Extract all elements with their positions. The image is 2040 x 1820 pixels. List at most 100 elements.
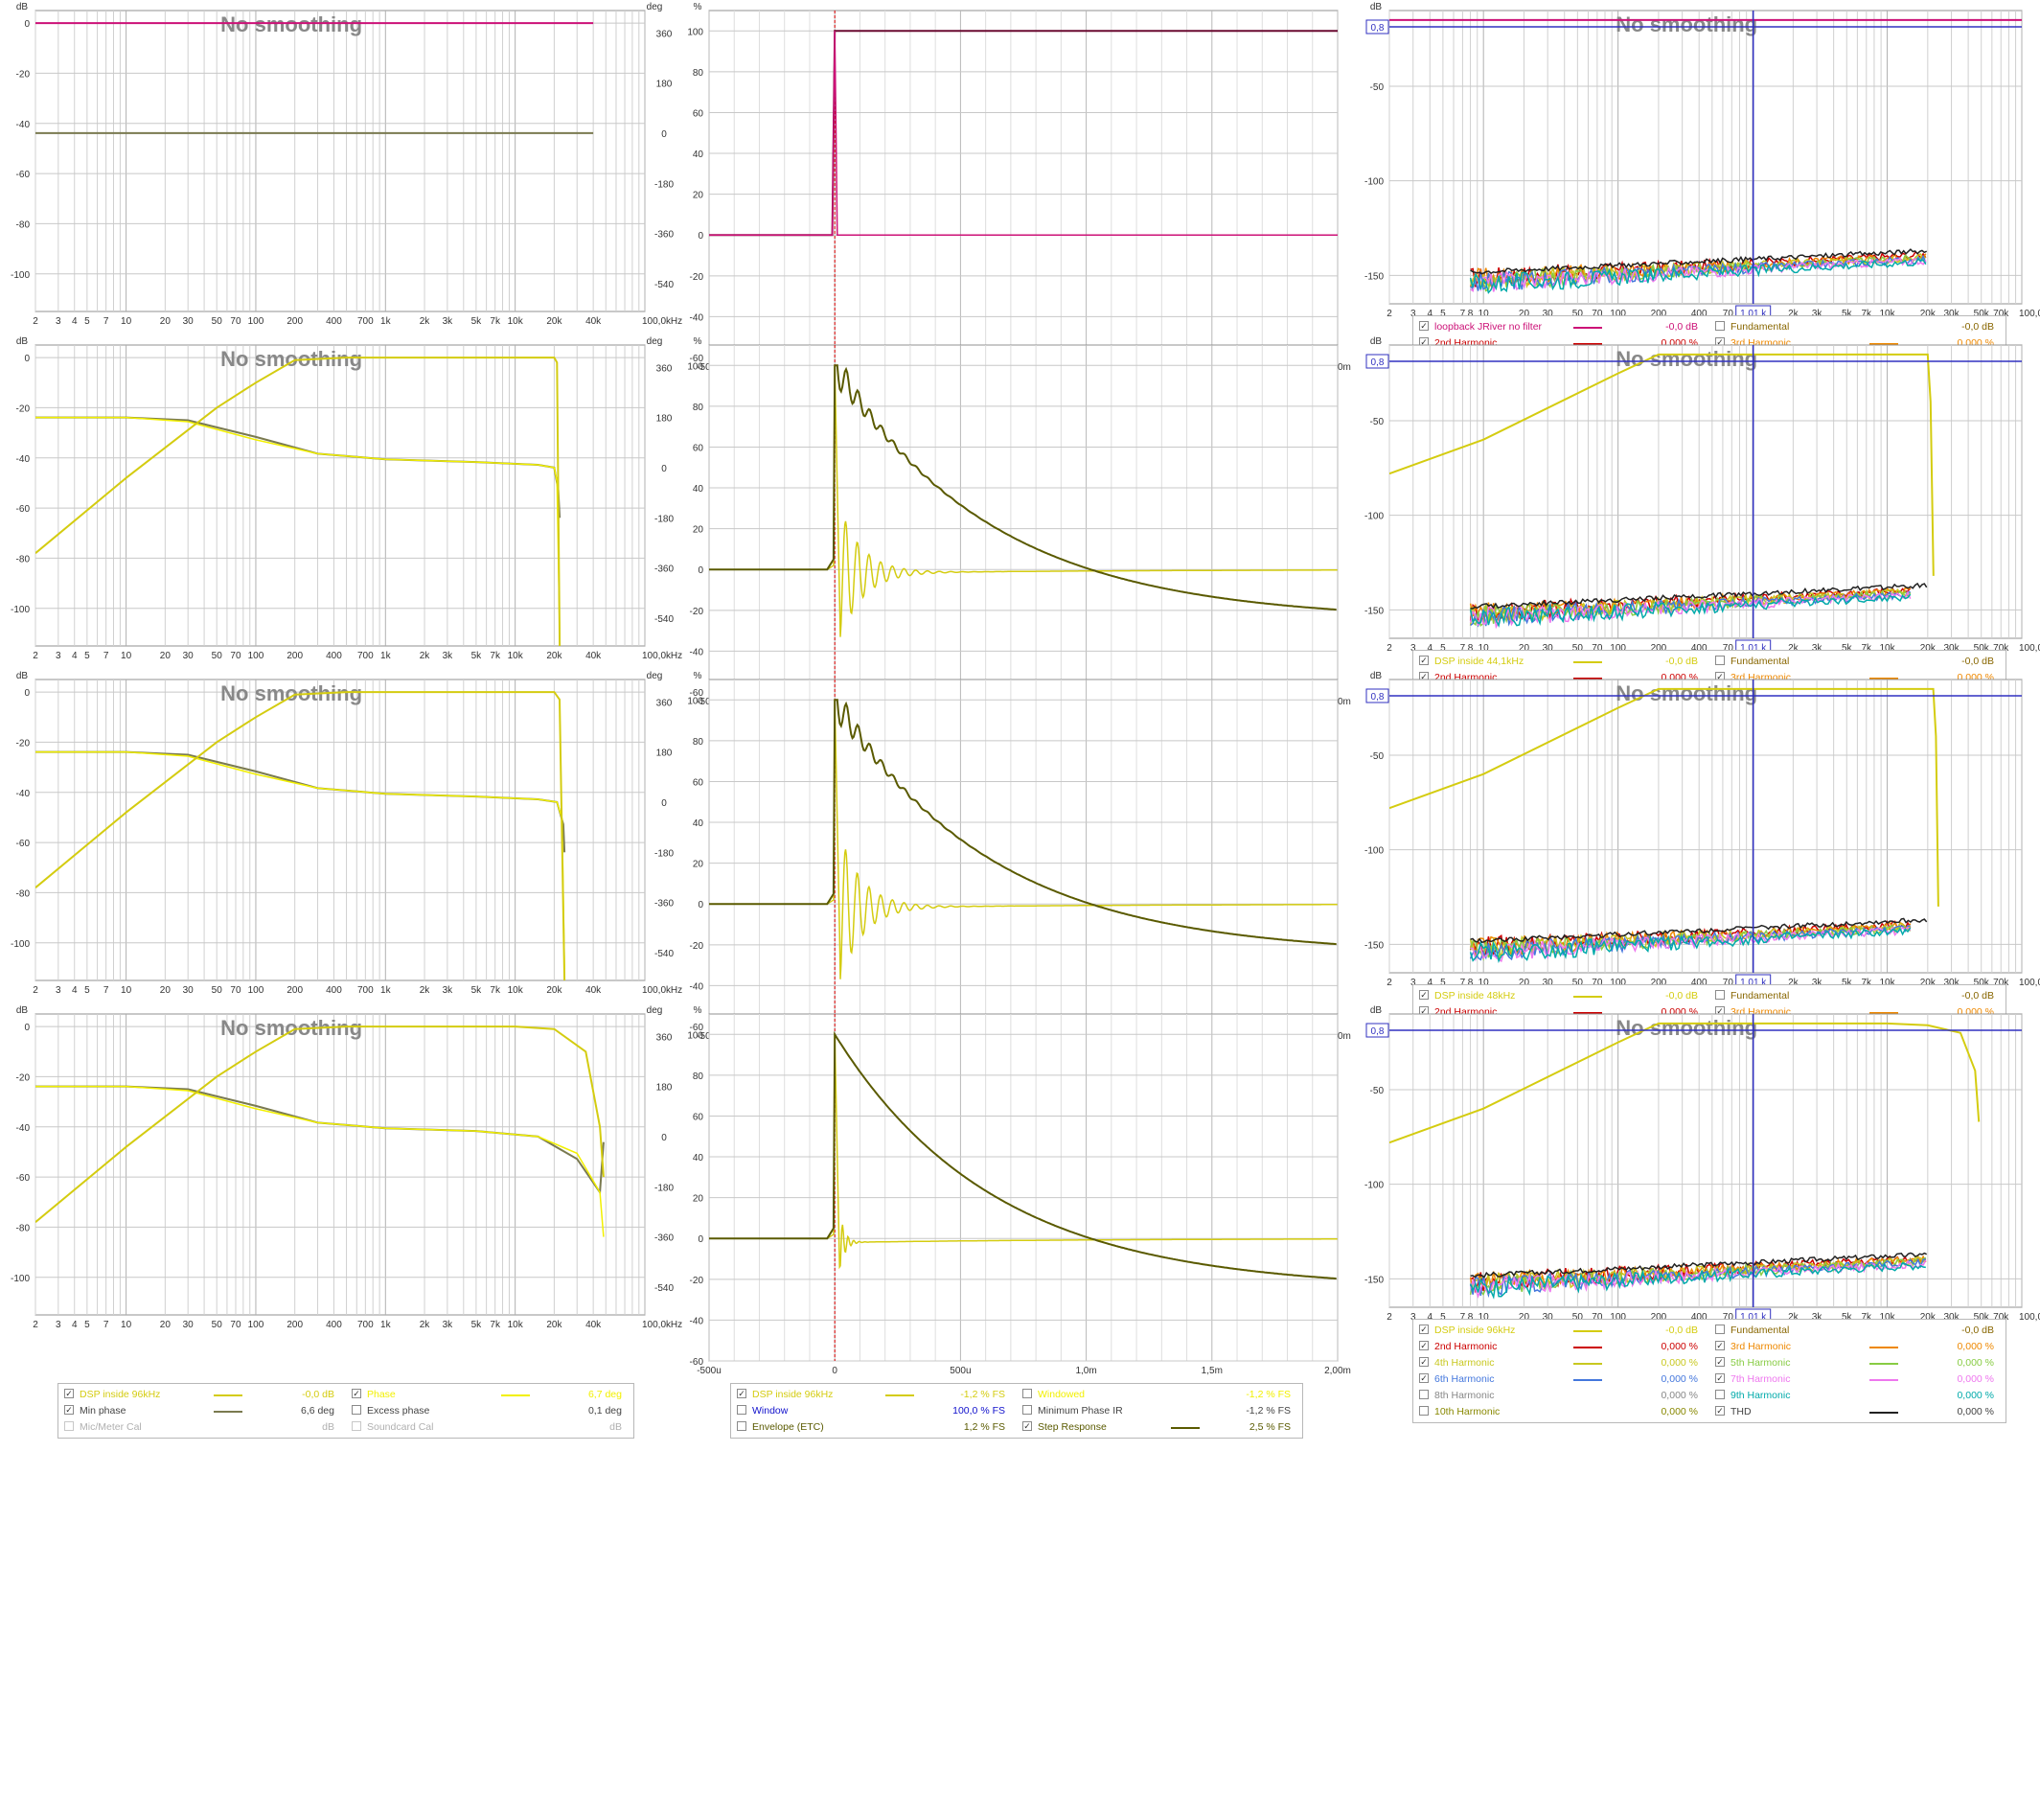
tick-label: 180 [656, 414, 673, 425]
legend-entry[interactable]: ✓ 2nd Harmonic 0,000 % [1419, 1337, 1706, 1356]
tick-label: 30k [1943, 643, 1960, 654]
legend-checkbox[interactable] [352, 1405, 361, 1415]
plot-area[interactable] [708, 344, 1339, 693]
legend-value: 0,000 % [1957, 1406, 1994, 1417]
plot-area[interactable] [708, 1013, 1339, 1362]
tick-label: 4 [72, 316, 78, 327]
legend-entry[interactable]: 8th Harmonic 0,000 % [1419, 1386, 1706, 1405]
legend-checkbox[interactable] [1715, 1325, 1725, 1334]
tick-label: -60 [16, 170, 31, 180]
tick-label: 100 [1610, 978, 1626, 988]
legend-entry[interactable]: ✓ 3rd Harmonic 0,000 % [1715, 1337, 2002, 1356]
tick-label: 10k [1879, 309, 1895, 319]
legend-checkbox[interactable]: ✓ [64, 1405, 74, 1415]
legend-checkbox[interactable]: ✓ [737, 1389, 746, 1398]
tick-label: 200 [287, 651, 303, 661]
legend-entry[interactable]: ✓ 7th Harmonic 0,000 % [1715, 1370, 2002, 1389]
legend-entry[interactable]: ✓ loopback JRiver no filter -0,0 dB [1419, 317, 1706, 336]
legend-checkbox[interactable] [352, 1421, 361, 1431]
tick-label: 7k [1862, 309, 1873, 319]
legend-checkbox[interactable] [1022, 1405, 1032, 1415]
y-axis-unit: % [694, 671, 702, 681]
plot-area[interactable] [34, 10, 646, 312]
legend-entry[interactable]: Mic/Meter Cal dB [64, 1417, 342, 1437]
plot-area[interactable] [34, 1013, 646, 1316]
legend-checkbox[interactable] [64, 1421, 74, 1431]
legend-checkbox[interactable]: ✓ [352, 1389, 361, 1398]
legend-checkbox[interactable] [1715, 321, 1725, 331]
legend-entry[interactable]: Fundamental -0,0 dB [1715, 1321, 2002, 1340]
legend-label: 6th Harmonic [1434, 1373, 1495, 1385]
legend-checkbox[interactable]: ✓ [1022, 1421, 1032, 1431]
legend-entry[interactable]: ✓ Phase 6,7 deg [352, 1385, 630, 1404]
legend-entry[interactable]: ✓ DSP inside 44,1kHz -0,0 dB [1419, 652, 1706, 671]
tick-label: -60 [690, 688, 704, 699]
tick-label: 2k [1788, 1312, 1799, 1323]
cursor-value: 0,8 [1371, 23, 1385, 34]
legend-swatch [1868, 678, 1898, 680]
plot-area[interactable] [34, 679, 646, 981]
legend-value: -0,0 dB [302, 1389, 334, 1400]
legend-value: 0,000 % [1957, 1341, 1994, 1352]
legend-label: Fundamental [1731, 990, 1790, 1002]
chart-title: No smoothing [220, 347, 362, 371]
legend-entry[interactable]: ✓ DSP inside 96kHz -1,2 % FS [737, 1385, 1013, 1404]
legend-checkbox[interactable]: ✓ [64, 1389, 74, 1398]
plot-area[interactable] [34, 344, 646, 647]
legend-checkbox[interactable] [1715, 1390, 1725, 1399]
legend-entry[interactable]: Fundamental -0,0 dB [1715, 652, 2002, 671]
tick-label: 7 [1460, 978, 1466, 988]
harmonic-line [1469, 927, 1912, 964]
legend-entry[interactable]: Window 100,0 % FS [737, 1401, 1013, 1420]
legend-checkbox[interactable]: ✓ [1419, 1373, 1429, 1383]
legend-entry[interactable]: ✓ Min phase 6,6 deg [64, 1401, 342, 1420]
legend-entry[interactable]: ✓ 5th Harmonic 0,000 % [1715, 1353, 2002, 1372]
legend-entry[interactable]: ✓ THD 0,000 % [1715, 1402, 2002, 1421]
legend-entry[interactable]: Windowed -1,2 % FS [1022, 1385, 1298, 1404]
legend-entry[interactable]: ✓ DSP inside 96kHz -0,0 dB [1419, 1321, 1706, 1340]
legend-checkbox[interactable] [1022, 1389, 1032, 1398]
tick-label: 20 [1519, 309, 1530, 319]
legend-entry[interactable]: ✓ 6th Harmonic 0,000 % [1419, 1370, 1706, 1389]
legend-checkbox[interactable]: ✓ [1419, 1325, 1429, 1334]
legend-checkbox[interactable]: ✓ [1419, 1357, 1429, 1367]
y-axis-unit: dB [1370, 336, 1383, 347]
legend-swatch [1572, 1012, 1602, 1014]
legend-entry[interactable]: Fundamental -0,0 dB [1715, 986, 2002, 1005]
legend-entry[interactable]: ✓ DSP inside 48kHz -0,0 dB [1419, 986, 1706, 1005]
legend-checkbox[interactable] [1715, 656, 1725, 665]
tick-label: 40 [693, 150, 704, 160]
legend-checkbox[interactable]: ✓ [1715, 1357, 1725, 1367]
legend-checkbox[interactable]: ✓ [1419, 990, 1429, 1000]
legend-entry[interactable]: Soundcard Cal dB [352, 1417, 630, 1437]
legend-checkbox[interactable] [737, 1405, 746, 1415]
legend-checkbox[interactable] [1419, 1390, 1429, 1399]
legend-entry[interactable]: Minimum Phase IR -1,2 % FS [1022, 1401, 1298, 1420]
legend-checkbox[interactable]: ✓ [1715, 1373, 1725, 1383]
legend-entry[interactable]: ✓ Step Response 2,5 % FS [1022, 1417, 1298, 1437]
legend-entry[interactable]: Fundamental -0,0 dB [1715, 317, 2002, 336]
legend-value: -1,2 % FS [1246, 1389, 1291, 1400]
legend-entry[interactable]: ✓ DSP inside 96kHz -0,0 dB [64, 1385, 342, 1404]
legend-checkbox[interactable]: ✓ [1419, 656, 1429, 665]
legend-value: 6,6 deg [300, 1405, 334, 1417]
plot-area[interactable] [1388, 344, 2023, 639]
plot-area[interactable] [708, 679, 1339, 1027]
legend-checkbox[interactable] [1715, 990, 1725, 1000]
legend-entry[interactable]: 10th Harmonic 0,000 % [1419, 1402, 1706, 1421]
legend-checkbox[interactable]: ✓ [1419, 1341, 1429, 1350]
legend-entry[interactable]: ✓ 4th Harmonic 0,000 % [1419, 1353, 1706, 1372]
plot-area[interactable] [708, 10, 1339, 358]
legend-checkbox[interactable]: ✓ [1419, 321, 1429, 331]
legend-checkbox[interactable] [737, 1421, 746, 1431]
plot-area[interactable] [1388, 679, 2023, 974]
legend-entry[interactable]: 9th Harmonic 0,000 % [1715, 1386, 2002, 1405]
plot-area[interactable] [1388, 10, 2023, 305]
legend-checkbox[interactable] [1419, 1406, 1429, 1416]
legend-checkbox[interactable]: ✓ [1715, 1341, 1725, 1350]
legend-entry[interactable]: Envelope (ETC) 1,2 % FS [737, 1417, 1013, 1437]
legend-entry[interactable]: Excess phase 0,1 deg [352, 1401, 630, 1420]
legend-checkbox[interactable]: ✓ [1715, 1406, 1725, 1416]
